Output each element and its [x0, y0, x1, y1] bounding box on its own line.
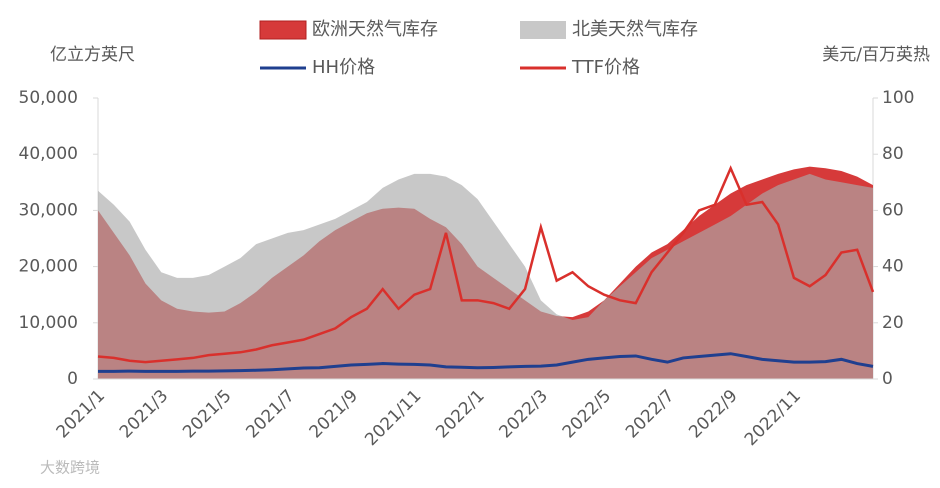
line	[97, 165, 875, 364]
y2-tick-label: 80	[882, 144, 904, 164]
legend-label: HH价格	[312, 57, 375, 78]
x-tick-label: 2021/1	[53, 386, 109, 442]
legend-label: TTF价格	[571, 57, 640, 78]
x-tick-label: 2021/11	[361, 386, 425, 450]
legend-label: 北美天然气库存	[572, 19, 698, 40]
y2-tick-label: 60	[882, 200, 904, 220]
x-tick-label: 2021/7	[242, 386, 298, 442]
y-tick-label: 20,000	[19, 257, 78, 277]
y2-axis-title: 美元/百万英热	[822, 45, 930, 65]
x-tick-label: 2022/5	[559, 386, 615, 442]
legend-swatch	[259, 20, 307, 40]
x-tick-label: 2021/9	[306, 386, 362, 442]
y2-tick-label: 0	[882, 369, 893, 389]
x-tick-label: 2022/1	[432, 386, 488, 442]
y-tick-label: 0	[67, 369, 78, 389]
y2-tick-label: 40	[882, 257, 904, 277]
x-tick-label: 2022/3	[495, 386, 551, 442]
line	[98, 352, 874, 373]
watermark: 大数跨境	[40, 459, 100, 477]
x-tick-label: 2022/11	[741, 386, 805, 450]
x-tick-label: 2022/9	[685, 386, 741, 442]
y-tick-label: 40,000	[19, 144, 78, 164]
x-tick-label: 2022/7	[622, 386, 678, 442]
legend-label: 欧洲天然气库存	[312, 19, 438, 40]
y-tick-label: 10,000	[19, 313, 78, 333]
y-axis-title: 亿立方英尺	[50, 45, 135, 65]
x-tick-label: 2021/3	[116, 386, 172, 442]
area	[98, 173, 873, 379]
y2-tick-label: 100	[882, 88, 914, 108]
y-tick-label: 50,000	[19, 88, 78, 108]
x-tick-label: 2021/5	[179, 386, 235, 442]
legend-swatch	[520, 21, 566, 39]
y-tick-label: 30,000	[19, 200, 78, 220]
y2-tick-label: 20	[882, 313, 904, 333]
